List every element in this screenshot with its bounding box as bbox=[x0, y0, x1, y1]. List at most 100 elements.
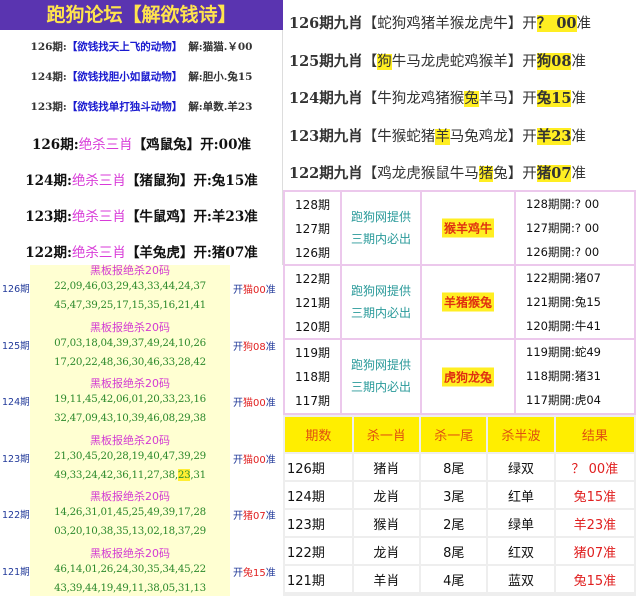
riddle-answer: 解:胆小.兔15 bbox=[188, 71, 253, 83]
kill-period: 123期: bbox=[25, 209, 72, 225]
kill-label: 绝杀三肖 bbox=[71, 245, 126, 261]
chalkboard-period: 121期 bbox=[2, 566, 30, 578]
period: 126期九肖 bbox=[289, 15, 363, 32]
suffix: 准 bbox=[265, 285, 276, 296]
result: 羊23准 bbox=[555, 510, 634, 536]
period: 123期 bbox=[285, 510, 352, 536]
kill-animal: 羊肖 bbox=[353, 566, 420, 592]
period: 125期九肖 bbox=[289, 52, 363, 70]
animal-highlight: 兔 bbox=[464, 91, 479, 107]
kill-wave: 蓝双 bbox=[488, 566, 554, 592]
open-result: 126期開:? 00 bbox=[526, 245, 600, 259]
kill-animal: 龙肖 bbox=[353, 538, 420, 564]
three-period-row: 122期 121期 120期 跑狗网提供 三期内必出 羊猪猴兔 122期開:猪07 121期開… bbox=[285, 266, 634, 340]
open-result: 117期開:虎04 bbox=[526, 393, 601, 407]
kill-period: 122期: bbox=[25, 245, 72, 261]
result-value: 兔15 bbox=[243, 567, 266, 579]
open-result: 121期開:兔15 bbox=[526, 295, 601, 309]
kill-tail: 8尾 bbox=[421, 538, 487, 564]
period: 122期 bbox=[285, 538, 352, 564]
open-label: 开 bbox=[233, 454, 243, 466]
suffix: 准 bbox=[571, 166, 586, 182]
animals-pre: 【鸡龙虎猴鼠牛马 bbox=[362, 166, 479, 182]
riddle-answer: 解:猫猫.￥00 bbox=[188, 41, 253, 53]
animals-post: 马兔鸡龙】 bbox=[449, 128, 523, 145]
open-label: 开 bbox=[233, 398, 243, 409]
suffix: 准 bbox=[571, 128, 586, 145]
kill-three-row: 126期:绝杀三肖【鸡鼠兔】开:00准 bbox=[0, 133, 283, 153]
chalkboard-title: 黑板报绝杀20码 bbox=[90, 320, 170, 334]
kill-wave: 绿单 bbox=[488, 510, 554, 536]
chalkboard-numbers-2: 32,47,09,43,10,39,46,08,29,38 bbox=[54, 412, 206, 424]
animal-highlight: 羊 bbox=[435, 128, 450, 145]
nine-animals-row: 126期九肖【蛇狗鸡猪羊猴龙虎牛】开？ 00准 bbox=[289, 12, 591, 33]
result-value: ？ 00 bbox=[536, 15, 577, 32]
animals-post: 兔】 bbox=[493, 166, 523, 182]
chalkboard-numbers-2: 49,33,24,42,36,11,27,38,23,31 bbox=[30, 467, 230, 484]
kill-label: 绝杀三肖 bbox=[78, 137, 133, 153]
kill-animal: 龙肖 bbox=[353, 482, 420, 508]
provider-cell: 跑狗网提供 三期内必出 bbox=[342, 192, 422, 264]
chalkboard-result: 开猫00准 bbox=[233, 394, 276, 409]
riddle-question: 【欲钱找胆小如鼠动物】 bbox=[66, 71, 183, 83]
suffix: 准 bbox=[571, 53, 586, 70]
chalkboard-numbers-1: 19,11,45,42,06,01,20,33,23,16 bbox=[54, 393, 206, 405]
period: 121期 bbox=[285, 566, 352, 592]
animals-pre: 【牛猴蛇猪 bbox=[362, 128, 436, 145]
three-period-row: 128期 127期 126期 跑狗网提供 三期内必出 猴羊鸡牛 128期開:? 00 127期… bbox=[285, 192, 634, 266]
kill-label: 绝杀三肖 bbox=[71, 173, 126, 189]
forum-title: 跑狗论坛【解欲钱诗】 bbox=[0, 0, 283, 30]
table-row: 123期 猴肖 2尾 绿单 羊23准 bbox=[285, 510, 634, 536]
suffix: 准 bbox=[571, 91, 586, 107]
result-value: 猫00 bbox=[243, 285, 266, 296]
chalkboard-numbers-2: 17,20,22,48,36,30,46,33,28,42 bbox=[54, 355, 206, 368]
open-result: 122期開:猪07 bbox=[526, 271, 601, 285]
chalkboard-title: 黑板报绝杀20码 bbox=[90, 546, 170, 560]
chalkboard-period: 122期 bbox=[2, 510, 30, 521]
animal-highlight: 狗 bbox=[377, 53, 392, 70]
chalkboard-period: 126期 bbox=[2, 284, 30, 295]
kill-result: 开:猪07准 bbox=[193, 245, 258, 261]
period: 126期 bbox=[295, 246, 330, 260]
open-label: 开 bbox=[522, 91, 537, 107]
kill-period: 124期: bbox=[25, 173, 72, 189]
kill-animals: 【猪鼠狗】 bbox=[125, 173, 194, 189]
suffix: 准 bbox=[576, 16, 592, 32]
period: 123期九肖 bbox=[289, 127, 363, 145]
riddle-period: 123期: bbox=[30, 101, 67, 113]
highlighted-number: 23 bbox=[177, 468, 191, 481]
riddle-period: 126期: bbox=[30, 41, 67, 53]
chalkboard-numbers-2: 43,39,44,19,49,11,38,05,31,13 bbox=[54, 581, 206, 594]
periods-cell: 119期 118期 117期 bbox=[285, 340, 342, 414]
chalkboard-numbers-1: 22,09,46,03,29,43,33,44,24,37 bbox=[54, 280, 206, 292]
riddle-row: 124期:【欲钱找胆小如鼠动物】 解:胆小.兔15 bbox=[0, 69, 283, 84]
open-result: 127期開:? 00 bbox=[526, 221, 600, 235]
column-header: 杀一尾 bbox=[421, 417, 487, 452]
nine-animals-panel: 126期九肖【蛇狗鸡猪羊猴龙虎牛】开？ 00准 125期九肖【狗牛马龙虎蛇鸡猴羊】… bbox=[283, 0, 636, 190]
animal-highlight: 猪 bbox=[478, 166, 494, 182]
period: 124期 bbox=[285, 482, 352, 508]
provider-text: 三期内必出 bbox=[350, 380, 411, 394]
nine-animals-row: 124期九肖【牛狗龙鸡猪猴兔羊马】开兔15准 bbox=[289, 87, 586, 108]
kill-animal: 猴肖 bbox=[353, 510, 420, 536]
open-result: 120期開:牛41 bbox=[526, 319, 601, 333]
chalkboard-title: 黑板报绝杀20码 bbox=[90, 490, 170, 503]
table-row: 124期 龙肖 3尾 红单 兔15准 bbox=[285, 482, 634, 508]
three-period-row: 119期 118期 117期 跑狗网提供 三期内必出 虎狗龙兔 119期開:蛇49 118期開… bbox=[285, 340, 634, 414]
kill-tail: 3尾 bbox=[421, 482, 487, 508]
provider-text: 跑狗网提供 bbox=[350, 284, 411, 298]
animals-pre: 【牛狗龙鸡猪猴 bbox=[362, 91, 465, 107]
chalkboard-result: 开兔15准 bbox=[233, 564, 276, 579]
chalkboard-numbers-1: 21,30,45,20,28,19,40,47,39,29 bbox=[54, 449, 206, 462]
suffix: 准 bbox=[265, 511, 276, 522]
riddle-answer: 解:单数.羊23 bbox=[188, 101, 253, 113]
provider-text: 三期内必出 bbox=[350, 232, 411, 246]
open-label: 开 bbox=[522, 166, 537, 182]
chalkboard-numbers-1: 46,14,01,26,24,30,35,34,45,22 bbox=[54, 562, 206, 575]
kill-three-row: 124期:绝杀三肖【猪鼠狗】开:兔15准 bbox=[0, 169, 283, 189]
opens-cell: 119期開:蛇49 118期開:猪31 117期開:虎04 bbox=[516, 340, 634, 414]
open-label: 开 bbox=[522, 16, 537, 32]
open-label: 开 bbox=[233, 341, 243, 353]
riddle-row: 126期:【欲钱找天上飞的动物】 解:猫猫.￥00 bbox=[0, 39, 283, 54]
forum-panel bbox=[0, 0, 283, 265]
